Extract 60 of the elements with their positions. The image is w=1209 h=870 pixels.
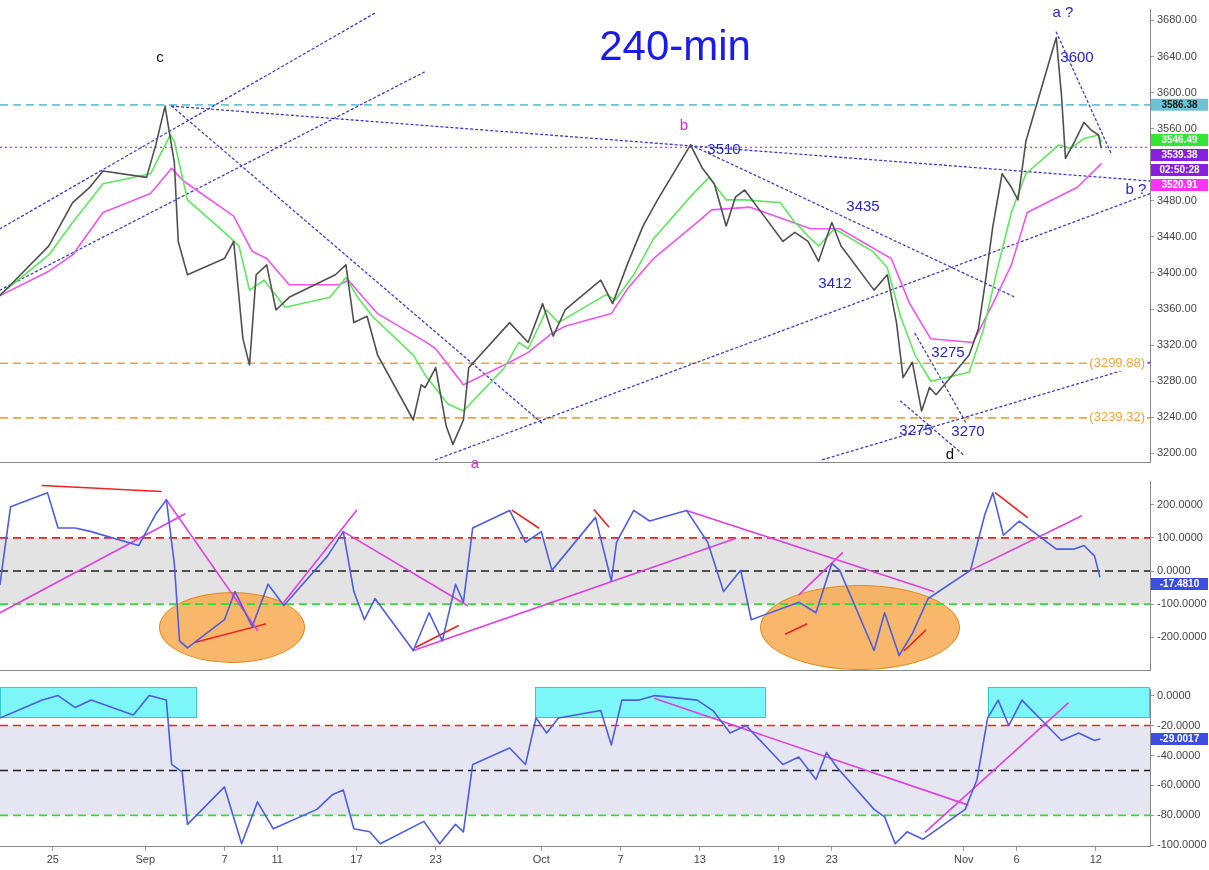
- y-tick-label: 3480.00: [1157, 193, 1197, 206]
- annotation: 3275: [899, 421, 933, 439]
- annotation: b: [679, 116, 689, 134]
- annotation: 3412: [818, 274, 852, 292]
- ref-line-label: (3299.88): [1089, 354, 1145, 370]
- x-tick-label: 23: [825, 853, 838, 866]
- y-tick-label: 3280.00: [1157, 374, 1197, 387]
- annotation: b ?: [1125, 180, 1147, 198]
- y-tick-label: 3320.00: [1157, 338, 1197, 351]
- text: -17.4810: [1159, 578, 1200, 590]
- x-tick-label: Sep: [135, 853, 156, 866]
- ref-line-label: (3239.32): [1089, 409, 1145, 425]
- annotation: 3600: [1060, 48, 1094, 66]
- y-tick-label: 3640.00: [1157, 49, 1197, 62]
- x-tick-label: 7: [617, 853, 624, 866]
- y-tick-label: -100.0000: [1157, 838, 1207, 851]
- annotation: a ?: [1052, 3, 1074, 21]
- y-tick-label: -200.0000: [1157, 630, 1207, 643]
- annotation: 3435: [846, 197, 880, 215]
- y-tick-label: -20.0000: [1157, 718, 1201, 731]
- y-tick-label: -80.0000: [1157, 808, 1201, 821]
- y-tick-label: -100.0000: [1157, 597, 1207, 610]
- y-tick-label: 3240.00: [1157, 410, 1197, 423]
- annotation: c: [156, 48, 165, 66]
- annotation: a: [470, 454, 480, 472]
- y-tick-label: -60.0000: [1157, 778, 1201, 791]
- text: 3546.49: [1161, 134, 1199, 146]
- chart-title: 240-min: [599, 22, 751, 70]
- annotation: 3270: [951, 422, 985, 440]
- x-tick-label: 19: [772, 853, 786, 866]
- text: 3539.38: [1161, 149, 1199, 161]
- y-tick-label: 3560.00: [1157, 121, 1197, 134]
- text: 3520.91: [1161, 179, 1199, 191]
- y-tick-label: 200.0000: [1157, 497, 1203, 510]
- annotation: d: [945, 445, 955, 463]
- x-tick-label: 13: [693, 853, 706, 866]
- annotation: 3510: [707, 140, 741, 158]
- y-tick-label: 3200.00: [1157, 446, 1197, 459]
- y-tick-label: 3440.00: [1157, 229, 1197, 242]
- x-tick-label: 17: [350, 853, 363, 866]
- y-tick-label: 0.0000: [1157, 564, 1191, 577]
- y-tick-label: 0.0000: [1157, 688, 1191, 701]
- y-tick-label: 3360.00: [1157, 302, 1197, 315]
- y-tick-label: -40.0000: [1157, 748, 1201, 761]
- y-tick-label: 3600.00: [1157, 85, 1197, 98]
- x-tick-label: Nov: [954, 853, 975, 866]
- x-tick-label: Oct: [532, 853, 550, 866]
- y-tick-label: 3680.00: [1157, 13, 1197, 26]
- x-tick-label: 6: [1013, 853, 1020, 866]
- text: -29.0017: [1159, 733, 1200, 745]
- x-tick-label: 11: [271, 853, 283, 866]
- y-tick-label: 3400.00: [1157, 266, 1197, 279]
- text: 02:50:28: [1159, 164, 1200, 176]
- y-tick-label: 100.0000: [1157, 530, 1203, 543]
- ref-line-label: 3586.38: [1161, 99, 1199, 111]
- x-tick-label: 7: [221, 853, 228, 866]
- x-tick-label: 23: [429, 853, 442, 866]
- x-tick-label: 12: [1089, 853, 1102, 866]
- annotation: 3275: [931, 343, 965, 361]
- x-tick-label: 25: [46, 853, 59, 866]
